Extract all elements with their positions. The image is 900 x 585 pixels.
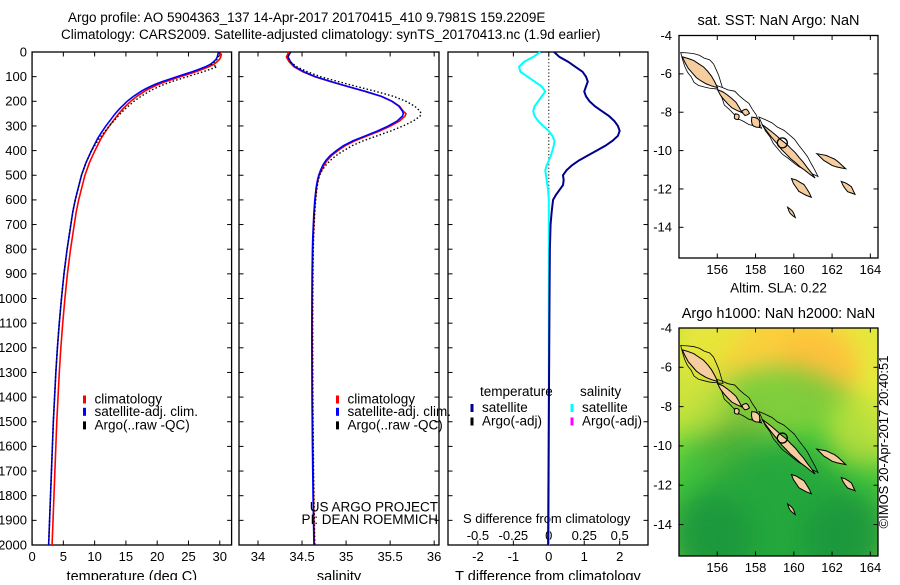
svg-text:156: 156 (706, 262, 728, 277)
svg-text:-4: -4 (660, 320, 672, 335)
svg-text:temperature (deg C): temperature (deg C) (67, 569, 198, 580)
svg-text:700: 700 (5, 217, 27, 232)
svg-text:1: 1 (581, 549, 588, 564)
svg-text:162: 162 (821, 560, 843, 575)
svg-text:5: 5 (60, 549, 67, 564)
svg-text:1500: 1500 (0, 414, 27, 429)
svg-text:1400: 1400 (0, 389, 27, 404)
svg-text:-12: -12 (653, 181, 672, 196)
svg-text:PI: DEAN ROEMMICH: PI: DEAN ROEMMICH (301, 512, 438, 527)
svg-text:0.5: 0.5 (611, 528, 629, 543)
svg-text:15: 15 (119, 549, 133, 564)
svg-text:-4: -4 (660, 28, 672, 43)
svg-text:S difference from climatology: S difference from climatology (463, 511, 631, 526)
svg-text:salinity: salinity (317, 569, 362, 580)
svg-text:0: 0 (28, 549, 35, 564)
svg-text:35: 35 (339, 549, 353, 564)
svg-text:2000: 2000 (0, 537, 27, 552)
svg-text:1100: 1100 (0, 315, 27, 330)
svg-text:20: 20 (150, 549, 164, 564)
svg-text:800: 800 (5, 242, 27, 257)
svg-text:-12: -12 (653, 478, 672, 493)
svg-text:162: 162 (821, 262, 843, 277)
svg-text:160: 160 (783, 560, 805, 575)
svg-text:1600: 1600 (0, 439, 27, 454)
svg-text:-8: -8 (660, 399, 672, 414)
svg-text:30: 30 (213, 549, 227, 564)
svg-text:-10: -10 (653, 438, 672, 453)
svg-text:sat. SST: NaN Argo: NaN: sat. SST: NaN Argo: NaN (698, 13, 860, 29)
svg-text:©IMOS 20-Apr-2017 20:40:51: ©IMOS 20-Apr-2017 20:40:51 (876, 356, 891, 529)
svg-text:300: 300 (5, 118, 27, 133)
svg-text:-0.25: -0.25 (499, 528, 529, 543)
svg-text:-6: -6 (660, 66, 672, 81)
svg-text:400: 400 (5, 143, 27, 158)
svg-text:34.5: 34.5 (289, 549, 314, 564)
svg-text:2: 2 (616, 549, 623, 564)
svg-text:Argo(..raw -QC): Argo(..raw -QC) (348, 417, 443, 432)
svg-text:1900: 1900 (0, 513, 27, 528)
svg-text:35.5: 35.5 (377, 549, 402, 564)
svg-text:salinity: salinity (580, 384, 622, 399)
svg-text:900: 900 (5, 266, 27, 281)
svg-text:-14: -14 (653, 220, 672, 235)
svg-text:164: 164 (859, 262, 881, 277)
svg-text:10: 10 (87, 549, 101, 564)
svg-text:0: 0 (20, 44, 27, 59)
svg-text:-2: -2 (472, 549, 484, 564)
svg-text:158: 158 (745, 560, 767, 575)
svg-text:-14: -14 (653, 517, 672, 532)
svg-text:158: 158 (745, 262, 767, 277)
svg-text:1800: 1800 (0, 488, 27, 503)
svg-text:temperature: temperature (480, 384, 553, 399)
svg-text:1300: 1300 (0, 365, 27, 380)
svg-text:T difference from climatology: T difference from climatology (455, 569, 641, 580)
svg-text:0: 0 (545, 549, 552, 564)
svg-text:164: 164 (859, 560, 881, 575)
svg-text:0.25: 0.25 (572, 528, 597, 543)
svg-text:25: 25 (181, 549, 195, 564)
svg-text:156: 156 (706, 560, 728, 575)
svg-text:Argo(..raw -QC): Argo(..raw -QC) (95, 417, 190, 432)
svg-text:600: 600 (5, 192, 27, 207)
svg-text:500: 500 (5, 168, 27, 183)
svg-text:1200: 1200 (0, 340, 27, 355)
svg-text:Climatology: CARS2009. Satelli: Climatology: CARS2009. Satellite-adjuste… (61, 27, 601, 42)
svg-text:160: 160 (783, 262, 805, 277)
svg-text:-10: -10 (653, 143, 672, 158)
svg-text:1700: 1700 (0, 463, 27, 478)
svg-text:1000: 1000 (0, 291, 27, 306)
svg-text:34: 34 (251, 549, 265, 564)
svg-text:200: 200 (5, 94, 27, 109)
svg-text:Argo(-adj): Argo(-adj) (482, 414, 542, 429)
svg-text:-6: -6 (660, 360, 672, 375)
svg-text:100: 100 (5, 69, 27, 84)
svg-text:-1: -1 (508, 549, 520, 564)
svg-text:Argo(-adj): Argo(-adj) (582, 414, 642, 429)
svg-text:-8: -8 (660, 105, 672, 120)
svg-text:36: 36 (427, 549, 441, 564)
svg-text:Argo profile: AO 5904363_137 1: Argo profile: AO 5904363_137 14-Apr-2017… (68, 10, 545, 25)
svg-text:Altim. SLA: 0.22: Altim. SLA: 0.22 (730, 281, 827, 296)
svg-text:-0.5: -0.5 (467, 528, 489, 543)
svg-text:Argo h1000: NaN h2000: NaN: Argo h1000: NaN h2000: NaN (682, 306, 875, 322)
